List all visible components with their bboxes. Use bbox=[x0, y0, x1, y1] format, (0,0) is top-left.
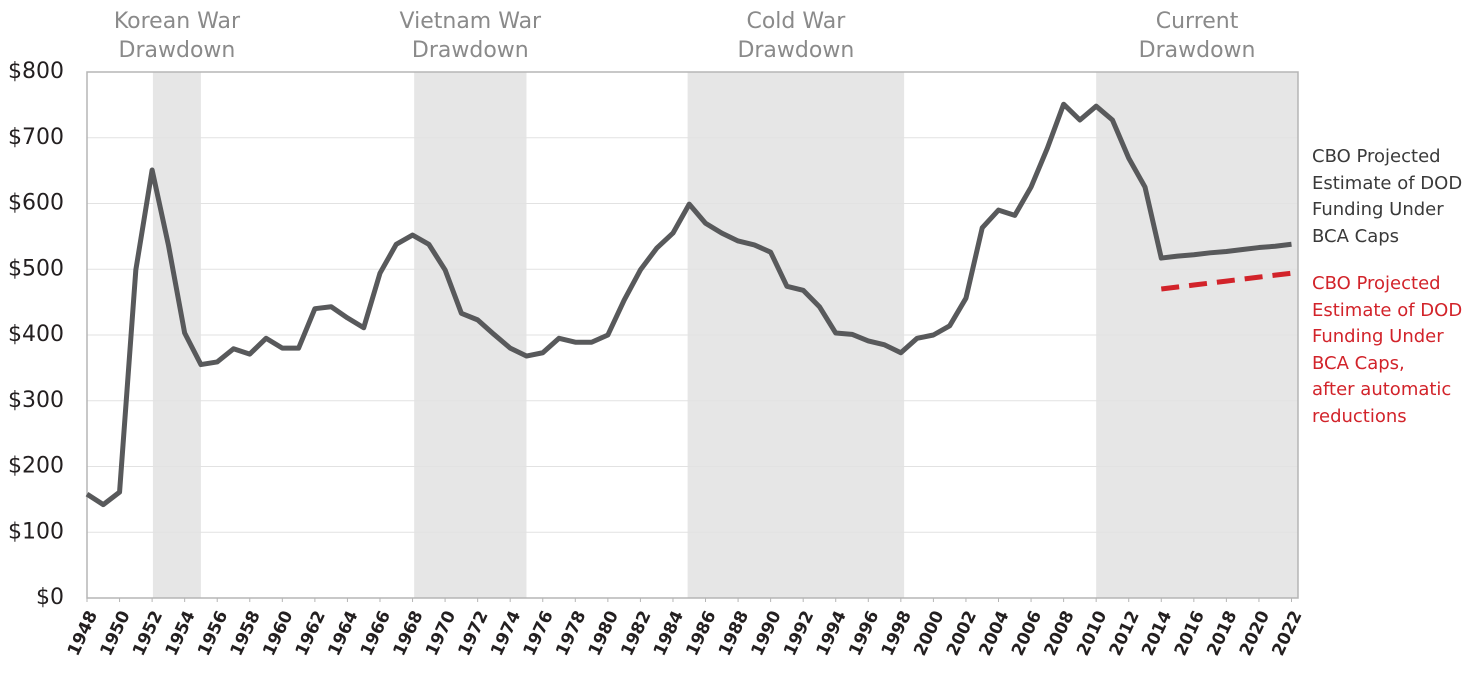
y-tick-label: $100 bbox=[8, 519, 64, 544]
region-label: Current Drawdown bbox=[1139, 9, 1256, 63]
region-label-line: Cold War bbox=[746, 9, 846, 34]
y-tick-label: $500 bbox=[8, 256, 64, 281]
y-tick-label: $600 bbox=[8, 191, 64, 216]
region-label-line: Drawdown bbox=[737, 38, 854, 63]
region-label-line: Drawdown bbox=[412, 38, 529, 63]
region-label-line: Korean War bbox=[114, 9, 241, 34]
region-label-line: Vietnam War bbox=[400, 9, 543, 34]
region-label: Korean War Drawdown bbox=[114, 9, 241, 63]
series-line bbox=[85, 101, 1292, 508]
y-tick-label: $200 bbox=[8, 454, 64, 479]
y-tick-label: $0 bbox=[36, 585, 64, 610]
y-tick-label: $700 bbox=[8, 125, 64, 150]
series-line bbox=[1160, 270, 1292, 292]
region-label: Cold War Drawdown bbox=[737, 9, 854, 63]
y-tick-label: $300 bbox=[8, 388, 64, 413]
x-tick-label: 2022 bbox=[1268, 608, 1306, 659]
region-label-line: Current bbox=[1156, 9, 1239, 34]
region-label-line: Drawdown bbox=[119, 38, 236, 63]
y-tick-label: $400 bbox=[8, 322, 64, 347]
region-label-line: Drawdown bbox=[1139, 38, 1256, 63]
region-label: Vietnam War Drawdown bbox=[400, 9, 543, 63]
plot-frame bbox=[86, 71, 1299, 599]
legend-entry: CBO Projected Estimate of DOD Funding Un… bbox=[1312, 273, 1463, 427]
legend-entry: CBO Projected Estimate of DOD Funding Un… bbox=[1312, 146, 1463, 247]
y-tick-label: $800 bbox=[8, 59, 64, 84]
